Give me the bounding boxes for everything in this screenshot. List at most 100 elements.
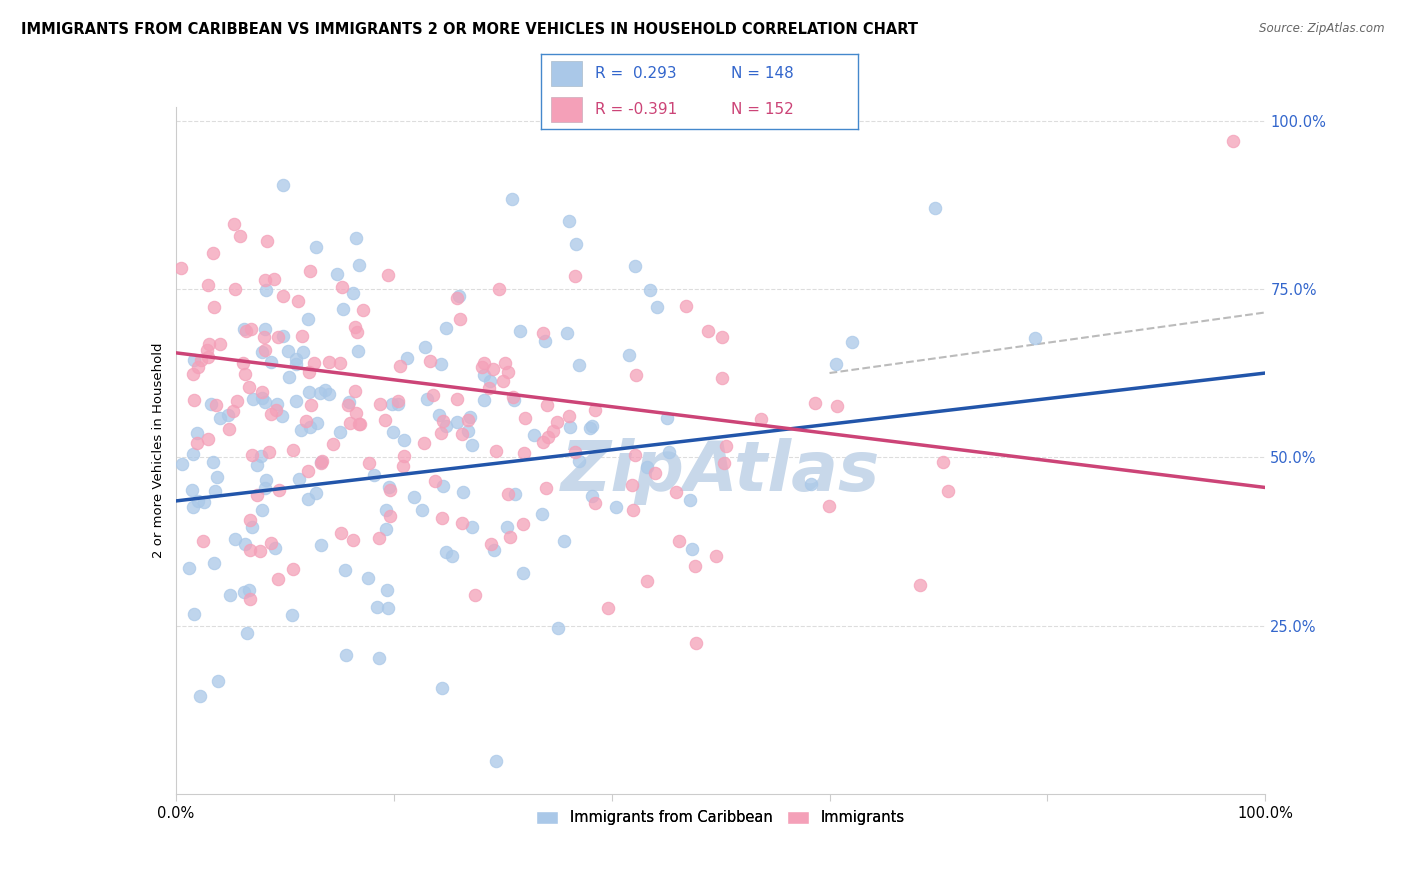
- Point: [800, 476, 823, 491]
- Point: [558, 420, 581, 434]
- Point: [349, 417, 371, 432]
- Point: [482, 542, 505, 557]
- Point: [233, 367, 256, 381]
- Point: [425, 474, 447, 488]
- Point: [636, 459, 658, 474]
- Point: [177, 561, 200, 575]
- Point: [352, 303, 374, 318]
- Point: [197, 277, 219, 292]
- Point: [290, 423, 312, 437]
- Point: [339, 416, 361, 430]
- Point: [685, 559, 707, 574]
- Bar: [551, 96, 582, 122]
- Y-axis label: 2 or more Vehicles in Household: 2 or more Vehicles in Household: [152, 343, 165, 558]
- Point: [202, 556, 225, 570]
- Point: [253, 343, 276, 358]
- Point: [329, 526, 352, 541]
- Point: [512, 516, 534, 531]
- Point: [253, 273, 276, 287]
- Point: [645, 300, 668, 314]
- Point: [644, 466, 666, 480]
- Point: [347, 343, 370, 358]
- Point: [1024, 331, 1046, 345]
- Point: [374, 413, 396, 427]
- Point: [283, 443, 305, 458]
- Point: [193, 494, 215, 508]
- Point: [446, 415, 468, 429]
- Point: [172, 457, 194, 471]
- Legend: Immigrants from Caribbean, Immigrants: Immigrants from Caribbean, Immigrants: [530, 805, 911, 831]
- Point: [932, 455, 955, 469]
- Point: [936, 484, 959, 499]
- Point: [332, 302, 354, 317]
- Text: N = 152: N = 152: [731, 102, 794, 117]
- Point: [264, 541, 287, 555]
- Point: [558, 409, 581, 423]
- Point: [378, 480, 401, 494]
- Point: [205, 470, 228, 484]
- Point: [711, 371, 734, 385]
- Point: [304, 240, 326, 254]
- Point: [271, 178, 294, 192]
- Point: [512, 566, 534, 580]
- Point: [377, 601, 399, 615]
- Point: [285, 394, 308, 409]
- Point: [278, 369, 301, 384]
- Point: [697, 324, 720, 338]
- Point: [378, 508, 401, 523]
- Point: [502, 390, 524, 404]
- Point: [277, 343, 299, 358]
- Point: [224, 218, 246, 232]
- Point: [336, 398, 359, 412]
- Point: [197, 350, 219, 364]
- Point: [233, 537, 256, 551]
- Point: [233, 585, 256, 599]
- Point: [285, 357, 308, 371]
- Point: [658, 445, 681, 459]
- Point: [749, 412, 772, 426]
- Point: [530, 507, 553, 521]
- Point: [346, 325, 368, 339]
- Point: [250, 449, 273, 463]
- Point: [536, 398, 558, 412]
- Point: [368, 397, 391, 411]
- Point: [547, 621, 569, 635]
- Point: [297, 464, 319, 478]
- Point: [322, 437, 344, 451]
- Text: R = -0.391: R = -0.391: [595, 102, 678, 117]
- Point: [363, 468, 385, 483]
- Point: [503, 486, 526, 500]
- Point: [318, 355, 340, 369]
- Point: [818, 500, 841, 514]
- Point: [411, 503, 433, 517]
- Point: [472, 368, 495, 383]
- Point: [204, 484, 226, 499]
- Point: [617, 348, 640, 362]
- Point: [183, 393, 205, 408]
- Point: [605, 500, 627, 514]
- Point: [304, 356, 326, 370]
- Point: [457, 425, 479, 439]
- Point: [598, 601, 620, 615]
- Point: [471, 359, 494, 374]
- Point: [495, 520, 517, 534]
- Point: [488, 282, 510, 296]
- Point: [309, 455, 332, 469]
- Point: [186, 425, 208, 440]
- Point: [202, 246, 225, 260]
- Point: [825, 400, 848, 414]
- Point: [564, 445, 586, 459]
- Point: [240, 520, 263, 534]
- Point: [271, 328, 294, 343]
- Point: [266, 396, 288, 410]
- Point: [253, 481, 276, 495]
- Point: [246, 458, 269, 473]
- Point: [229, 228, 252, 243]
- Point: [825, 357, 848, 371]
- Point: [207, 673, 229, 688]
- Point: [377, 268, 399, 282]
- Point: [205, 398, 228, 412]
- Point: [457, 413, 479, 427]
- Point: [344, 406, 367, 420]
- Point: [250, 503, 273, 517]
